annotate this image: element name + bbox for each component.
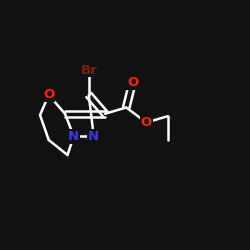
Text: N: N bbox=[88, 130, 99, 143]
Text: O: O bbox=[140, 116, 152, 129]
Text: O: O bbox=[43, 88, 54, 102]
Text: Br: Br bbox=[80, 64, 97, 76]
Text: O: O bbox=[127, 76, 138, 89]
Text: N: N bbox=[68, 130, 79, 143]
